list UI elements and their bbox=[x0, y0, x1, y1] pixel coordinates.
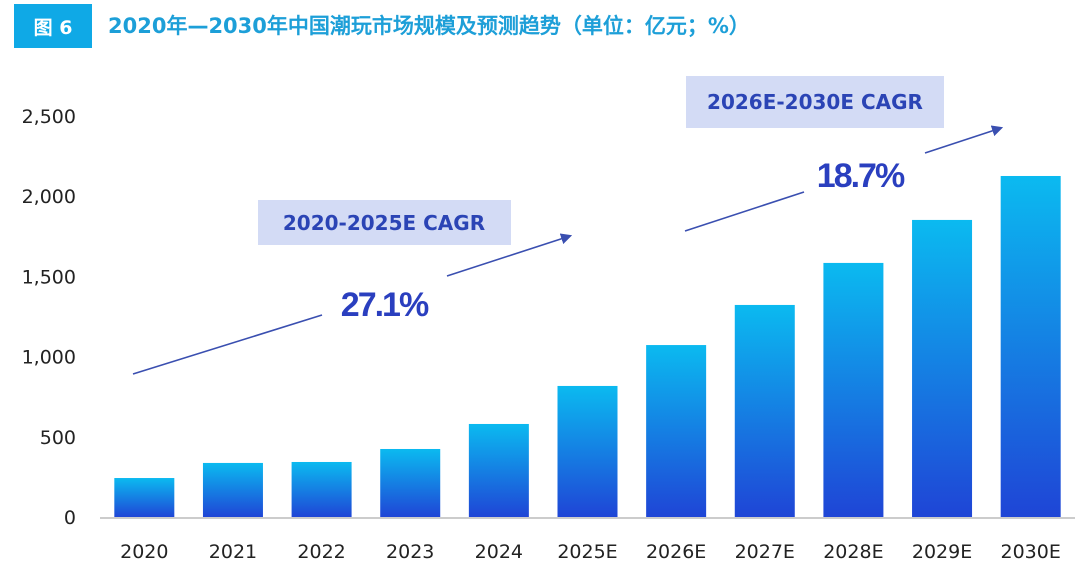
x-tick-label: 2026E bbox=[646, 541, 706, 563]
bar-2021 bbox=[202, 462, 263, 517]
bar-2028E bbox=[823, 262, 884, 517]
y-tick-label: 2,500 bbox=[22, 106, 76, 128]
cagr-label: 2026E-2030E CAGR bbox=[707, 90, 923, 114]
y-tick-label: 0 bbox=[64, 507, 76, 529]
cagr-arrow-line bbox=[684, 191, 805, 232]
x-tick-label: 2029E bbox=[912, 541, 972, 563]
cagr-arrow-line bbox=[132, 314, 323, 375]
x-tick-label: 2025E bbox=[557, 541, 617, 563]
chart-title: 2020年—2030年中国潮玩市场规模及预测趋势（单位：亿元；%） bbox=[108, 14, 750, 38]
bar-2025E bbox=[557, 385, 618, 517]
x-tick-label: 2028E bbox=[823, 541, 883, 563]
cagr-annotation-2: 2026E-2030E CAGR 18.7% bbox=[684, 76, 1004, 232]
bar-2020 bbox=[114, 478, 175, 517]
cagr-label-box bbox=[686, 76, 944, 128]
bar-2022 bbox=[291, 461, 352, 517]
bar-2027E bbox=[734, 304, 795, 517]
cagr-value: 27.1% bbox=[341, 286, 429, 324]
cagr-value: 18.7% bbox=[817, 157, 905, 195]
x-tick-label: 2030E bbox=[1001, 541, 1061, 563]
figure-number-badge: 图 6 bbox=[14, 4, 92, 48]
cagr-arrow-line bbox=[446, 233, 573, 277]
x-tick-label: 2020 bbox=[120, 541, 168, 563]
cagr-label-box bbox=[258, 200, 511, 245]
bar-2023 bbox=[380, 448, 441, 517]
y-tick-label: 500 bbox=[40, 427, 76, 449]
cagr-annotation-1: 2020-2025E CAGR 27.1% bbox=[132, 200, 573, 375]
bar-2029E bbox=[912, 219, 973, 517]
y-tick-label: 1,000 bbox=[22, 347, 76, 369]
x-tick-label: 2021 bbox=[209, 541, 257, 563]
y-axis: 0 500 1,000 1,500 2,000 2,500 bbox=[22, 106, 76, 529]
bars-group bbox=[114, 175, 1061, 517]
bar-2024 bbox=[468, 423, 529, 517]
y-tick-label: 2,000 bbox=[22, 186, 76, 208]
y-tick-label: 1,500 bbox=[22, 266, 76, 288]
x-tick-label: 2023 bbox=[386, 541, 434, 563]
bar-2030E bbox=[1000, 175, 1061, 517]
bar-2026E bbox=[646, 345, 707, 517]
x-tick-label: 2024 bbox=[475, 541, 523, 563]
x-axis: 2020 2021 2022 2023 2024 2025E 2026E 2027E 2028E… bbox=[120, 541, 1061, 563]
x-tick-label: 2022 bbox=[297, 541, 345, 563]
cagr-arrow-line bbox=[924, 125, 1004, 154]
x-tick-label: 2027E bbox=[735, 541, 795, 563]
cagr-label: 2020-2025E CAGR bbox=[283, 211, 485, 235]
